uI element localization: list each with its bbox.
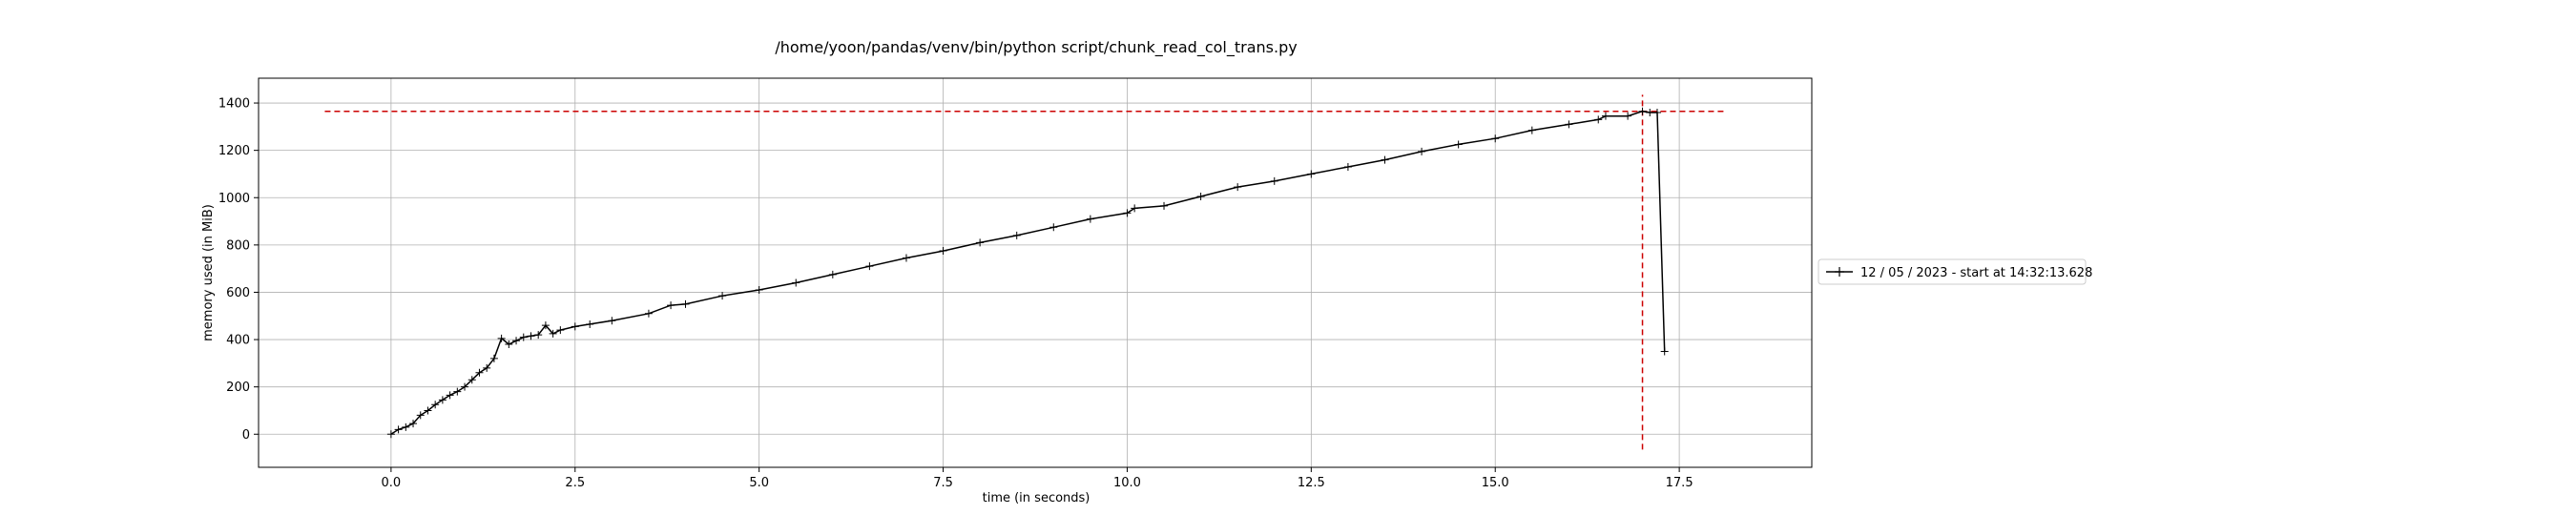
- x-tick-label: 10.0: [1113, 476, 1141, 490]
- data-point: [1565, 120, 1573, 129]
- data-point: [1343, 163, 1352, 172]
- data-point: [1196, 193, 1205, 201]
- data-point: [556, 326, 565, 335]
- data-point: [1049, 223, 1058, 232]
- data-point: [939, 247, 947, 256]
- y-tick-label: 200: [226, 381, 250, 395]
- data-point: [402, 422, 410, 431]
- data-point: [681, 299, 690, 308]
- data-point: [571, 322, 579, 331]
- data-point: [534, 331, 543, 340]
- data-point: [1652, 108, 1661, 116]
- data-point: [438, 396, 447, 404]
- data-point: [519, 333, 528, 341]
- data-point: [1123, 209, 1132, 217]
- data-point: [527, 332, 535, 340]
- y-tick-label: 1400: [218, 97, 250, 112]
- data-point: [644, 309, 653, 318]
- x-tick-label: 7.5: [933, 476, 953, 490]
- data-point: [755, 285, 763, 294]
- y-tick-label: 0: [242, 428, 250, 443]
- data-point: [865, 262, 874, 271]
- data-point: [386, 430, 395, 439]
- data-point: [667, 301, 675, 310]
- data-point: [1491, 134, 1500, 143]
- data-point: [792, 278, 800, 287]
- data-point: [541, 321, 550, 330]
- data-point: [718, 292, 727, 300]
- y-tick-label: 1000: [218, 192, 250, 206]
- data-point: [549, 329, 557, 338]
- chart-title: /home/yoon/pandas/venv/bin/python script…: [775, 38, 1297, 57]
- data-point: [1638, 107, 1647, 115]
- data-point: [394, 425, 403, 434]
- data-point: [446, 391, 454, 400]
- data-point: [505, 340, 513, 349]
- plot-area-frame: [258, 77, 1813, 468]
- data-point: [461, 382, 469, 391]
- data-point: [409, 420, 418, 428]
- data-point: [1624, 112, 1632, 120]
- data-point: [424, 406, 432, 415]
- y-tick-label: 400: [226, 334, 250, 348]
- data-point: [497, 334, 506, 342]
- data-point: [586, 319, 594, 328]
- legend-entry-label: 12 / 05 / 2023 - start at 14:32:13.628: [1860, 266, 2092, 280]
- legend: 12 / 05 / 2023 - start at 14:32:13.628: [1818, 258, 2092, 285]
- x-tick-label: 15.0: [1482, 476, 1509, 490]
- y-tick-label: 800: [226, 238, 250, 253]
- x-tick-label: 5.0: [749, 476, 769, 490]
- data-point: [1381, 155, 1389, 164]
- x-tick-label: 2.5: [565, 476, 585, 490]
- x-tick-label: 0.0: [382, 476, 402, 490]
- data-point: [1601, 112, 1610, 120]
- data-point: [483, 363, 491, 372]
- grid: [259, 78, 1812, 467]
- x-tick-label: 17.5: [1666, 476, 1693, 490]
- data-point: [1454, 140, 1463, 149]
- data-point: [1594, 115, 1603, 124]
- data-point: [828, 270, 837, 278]
- data-point: [976, 238, 985, 247]
- x-axis-ticks: 0.0 2.5 5.0 7.5 10.0 12.5 15.0 17.5: [382, 467, 1693, 490]
- series-layer: [386, 107, 1669, 439]
- x-axis-label: time (in seconds): [983, 491, 1091, 505]
- data-point: [1234, 183, 1242, 192]
- data-point: [453, 387, 462, 396]
- legend-frame: [1818, 258, 2087, 285]
- x-tick-label: 12.5: [1298, 476, 1325, 490]
- data-point: [1086, 215, 1094, 223]
- data-point: [1527, 126, 1536, 134]
- data-point: [431, 401, 440, 409]
- y-tick-label: 1200: [218, 144, 250, 158]
- reference-lines: [324, 94, 1724, 450]
- data-point: [512, 337, 521, 345]
- data-point: [475, 368, 484, 377]
- data-point: [489, 354, 498, 362]
- data-point: [467, 376, 476, 384]
- data-point: [1660, 347, 1669, 356]
- y-axis-label: memory used (in MiB): [201, 204, 216, 341]
- legend-marker: [1835, 267, 1844, 277]
- data-point: [1646, 108, 1654, 116]
- data-point: [902, 254, 910, 262]
- data-point: [1418, 147, 1426, 155]
- data-point: [416, 411, 425, 420]
- y-tick-label: 600: [226, 286, 250, 300]
- data-point: [1270, 176, 1278, 185]
- data-point: [1131, 204, 1139, 213]
- y-axis-ticks: 0 200 400 600 800 1000 1200 1400: [218, 97, 259, 443]
- data-point: [1307, 170, 1316, 178]
- data-point: [608, 317, 616, 325]
- series-line: [390, 110, 1666, 435]
- data-point: [1160, 201, 1169, 210]
- data-point: [1012, 231, 1021, 239]
